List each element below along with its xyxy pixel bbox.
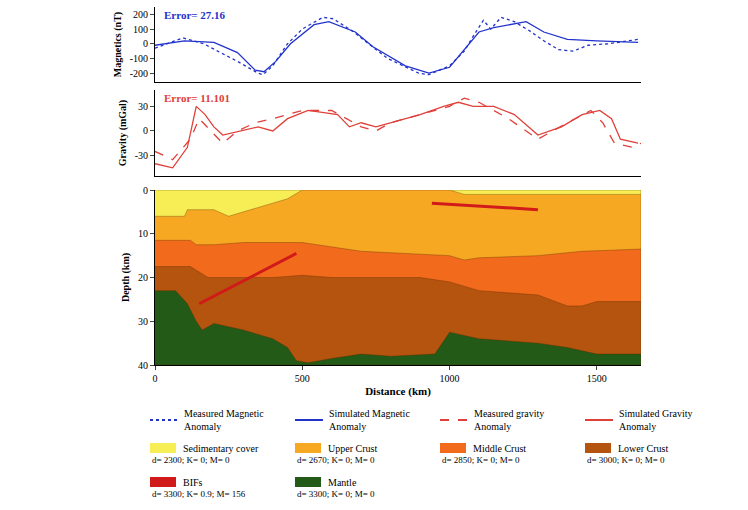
svg-text:Error= 27.16: Error= 27.16 — [164, 9, 226, 21]
svg-text:30: 30 — [138, 316, 148, 327]
svg-text:Mantle: Mantle — [328, 477, 357, 488]
svg-text:BIFs: BIFs — [183, 477, 203, 488]
svg-text:-100: -100 — [130, 53, 148, 64]
svg-text:-200: -200 — [130, 68, 148, 79]
svg-text:200: 200 — [133, 9, 148, 20]
svg-text:d= 3300; K= 0; M= 0: d= 3300; K= 0; M= 0 — [297, 489, 375, 499]
svg-text:10: 10 — [138, 228, 148, 239]
svg-text:40: 40 — [138, 360, 148, 371]
svg-text:Depth (km): Depth (km) — [120, 253, 132, 302]
svg-text:20: 20 — [138, 272, 148, 283]
svg-text:0: 0 — [153, 373, 158, 384]
svg-text:d= 3000; K= 0; M= 0: d= 3000; K= 0; M= 0 — [587, 455, 665, 465]
svg-text:Distance (km): Distance (km) — [365, 385, 431, 398]
svg-text:30: 30 — [138, 101, 148, 112]
svg-text:-30: -30 — [135, 150, 148, 161]
svg-text:Gravity (mGal): Gravity (mGal) — [117, 100, 129, 166]
svg-text:1000: 1000 — [440, 373, 460, 384]
svg-text:Simulated MagneticAnomaly: Simulated MagneticAnomaly — [329, 408, 410, 432]
svg-text:Magnetics (nT): Magnetics (nT) — [112, 12, 124, 77]
svg-text:1500: 1500 — [587, 373, 607, 384]
svg-text:500: 500 — [295, 373, 310, 384]
svg-text:100: 100 — [133, 24, 148, 35]
svg-text:0: 0 — [143, 38, 148, 49]
svg-text:Measured MagneticAnomaly: Measured MagneticAnomaly — [184, 408, 264, 432]
svg-text:Error= 11.101: Error= 11.101 — [164, 92, 230, 104]
svg-text:Simulated GravityAnomaly: Simulated GravityAnomaly — [619, 408, 693, 432]
svg-text:d= 3300; K= 0.9; M= 156: d= 3300; K= 0.9; M= 156 — [152, 489, 246, 499]
svg-text:Measured gravityAnomaly: Measured gravityAnomaly — [474, 408, 544, 432]
svg-text:Middle Crust: Middle Crust — [473, 443, 526, 454]
svg-text:0: 0 — [143, 125, 148, 136]
svg-text:Lower Crust: Lower Crust — [618, 443, 668, 454]
svg-text:d= 2670; K= 0; M= 0: d= 2670; K= 0; M= 0 — [297, 455, 375, 465]
svg-text:d= 2300; K= 0; M= 0: d= 2300; K= 0; M= 0 — [152, 455, 230, 465]
svg-text:Sedimentary cover: Sedimentary cover — [183, 443, 259, 454]
svg-text:0: 0 — [143, 185, 148, 196]
svg-text:Upper Crust: Upper Crust — [328, 443, 377, 454]
svg-text:d= 2850; K= 0; M= 0: d= 2850; K= 0; M= 0 — [442, 455, 520, 465]
